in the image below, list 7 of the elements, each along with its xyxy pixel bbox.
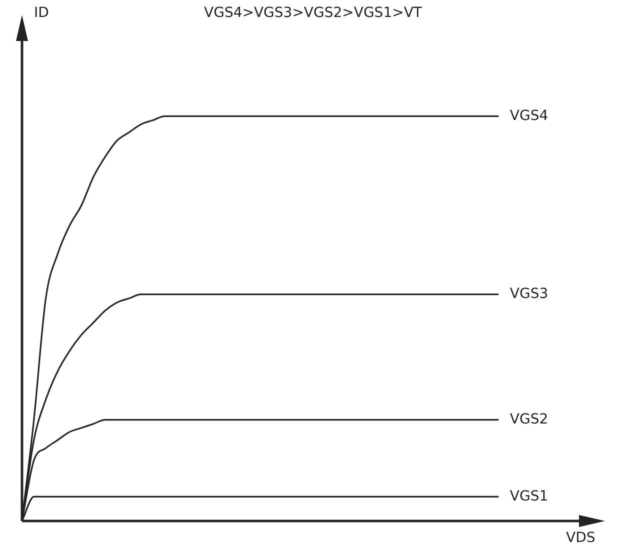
series-label: VGS1 [510, 488, 548, 504]
series-label: VGS2 [510, 411, 548, 428]
text: ID [34, 5, 49, 21]
series-label: VGS4 [510, 108, 548, 124]
series-label: VGS3 [510, 286, 548, 302]
chart-title: VGS4>VGS3>VGS2>VGS1>VT [204, 5, 422, 21]
x-axis-title: VDS [566, 530, 596, 546]
